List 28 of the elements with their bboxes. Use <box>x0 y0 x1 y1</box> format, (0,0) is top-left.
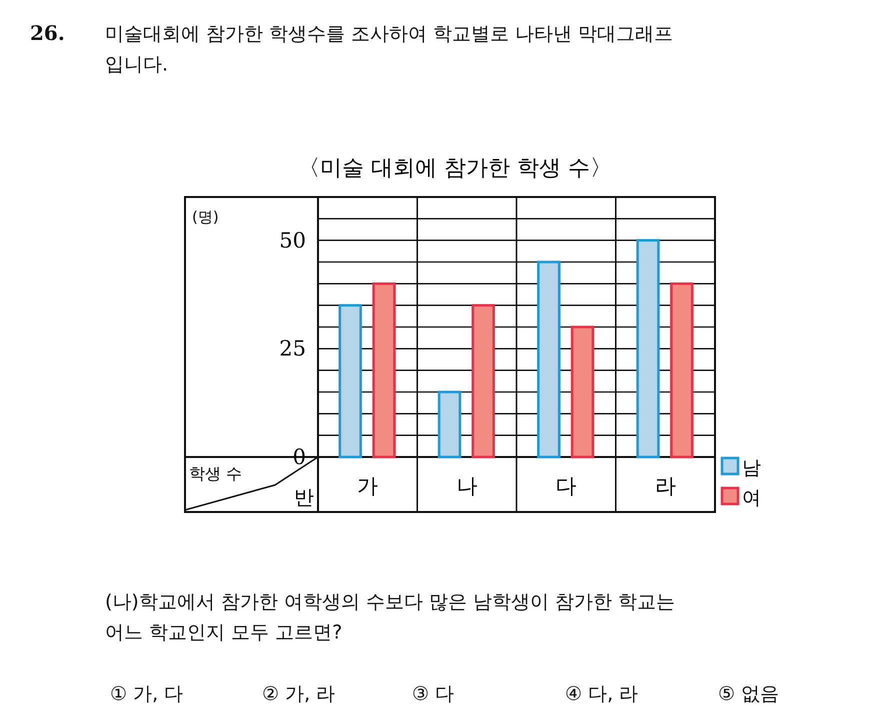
y-tick-label: 50 <box>279 228 306 252</box>
bar <box>438 390 462 458</box>
bar <box>636 239 660 458</box>
text: ② 가, 라 <box>262 683 336 705</box>
text: ① 가, 다 <box>110 683 184 705</box>
text: ③ 다 <box>412 683 454 705</box>
x-axis-title: 반 <box>294 485 314 509</box>
text: (나)학교에서 참가한 여학생의 수보다 많은 남학생이 참가한 학교는 어느 학교인지 모두 고르면? <box>105 591 676 644</box>
x-tick-label: 가 <box>357 474 378 498</box>
y-tick-label: 25 <box>279 336 306 361</box>
text: 미술대회에 참가한 학생수를 조사하여 학교별로 나타낸 막대그래프 입니다. <box>105 23 674 76</box>
bar <box>472 304 495 458</box>
chart-title: 〈미술 대회에 참가한 학생 수〉 <box>298 156 612 181</box>
bar <box>338 304 362 458</box>
text: (명) <box>192 208 219 226</box>
x-tick-label: 다 <box>556 474 577 498</box>
legend-label: 남 <box>742 457 761 479</box>
x-tick-label: 라 <box>654 474 676 498</box>
text: ④ 다, 라 <box>565 683 638 705</box>
bar <box>570 326 594 458</box>
bar <box>537 260 560 458</box>
bar <box>372 282 396 458</box>
legend-label: 여 <box>742 487 761 509</box>
bar <box>670 282 694 458</box>
y-axis-title: 학생 수 <box>189 464 242 483</box>
x-tick-label: 나 <box>456 474 478 498</box>
text: ⑤ 없음 <box>718 683 780 705</box>
text: 26. <box>30 21 65 45</box>
